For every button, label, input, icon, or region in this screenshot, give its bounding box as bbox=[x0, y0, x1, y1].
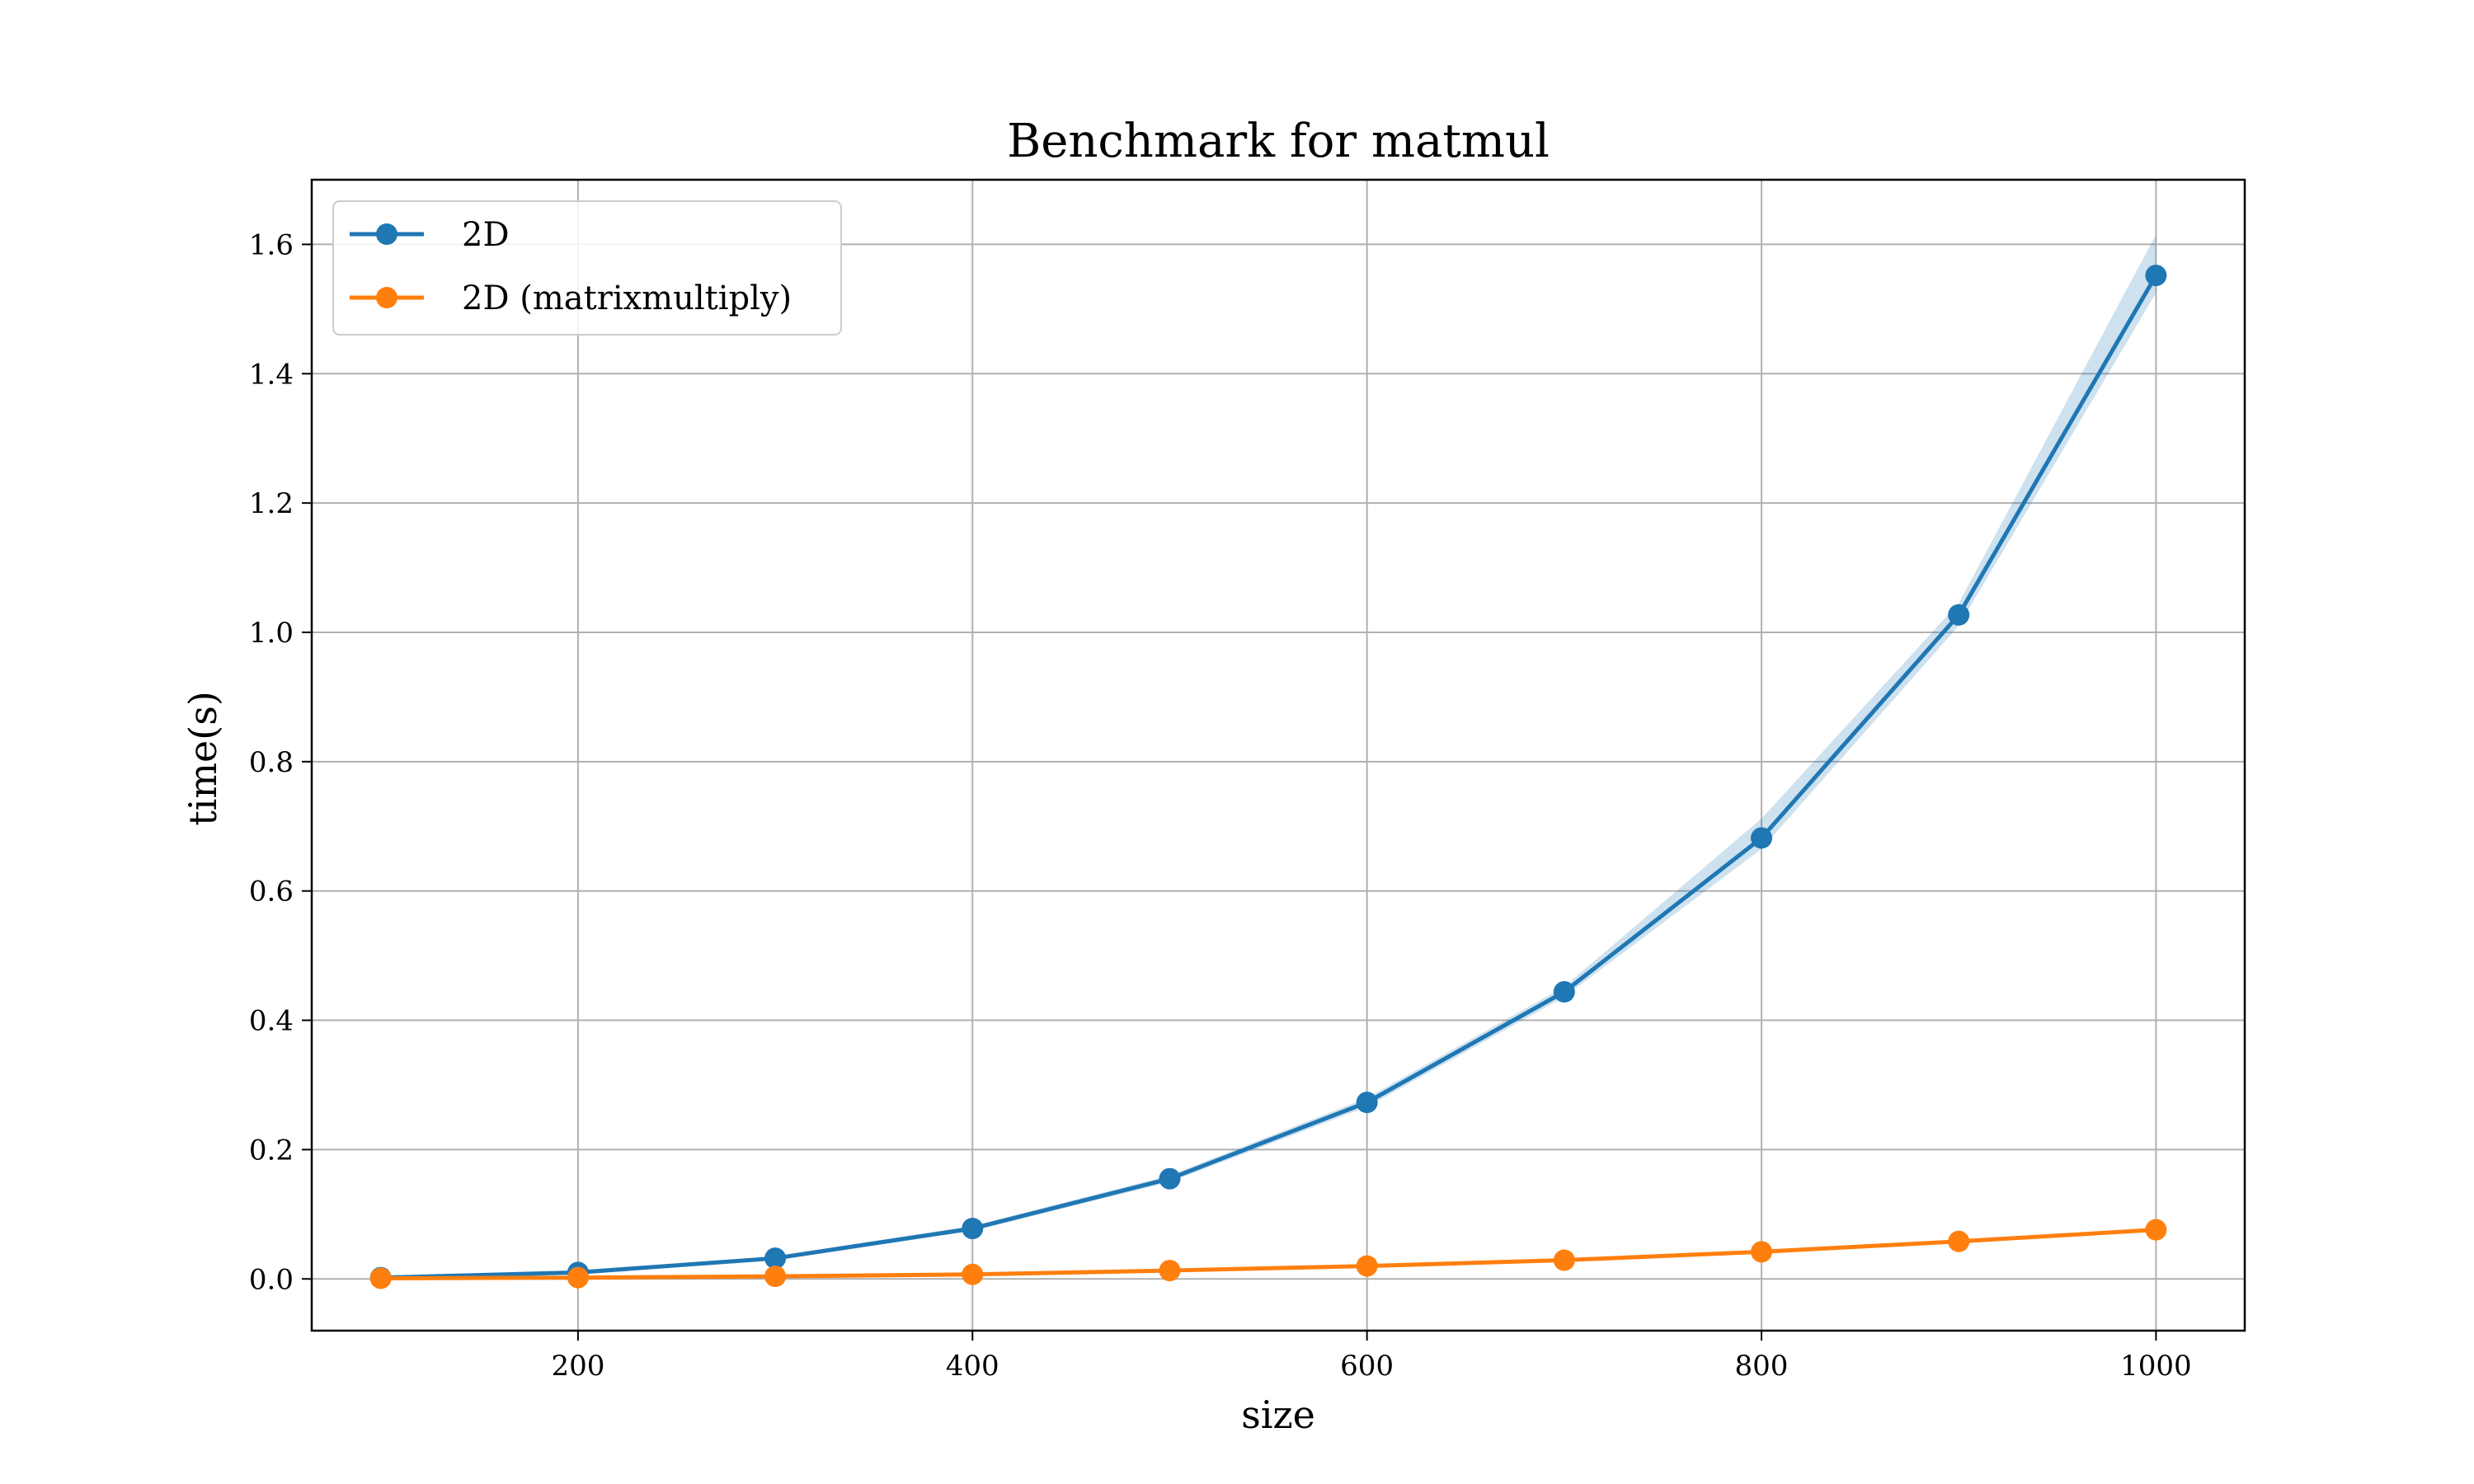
series-1-point bbox=[1356, 1255, 1378, 1277]
series-0-point bbox=[962, 1218, 984, 1240]
series-1-point bbox=[1948, 1230, 1970, 1252]
x-tick-label: 1000 bbox=[2120, 1350, 2192, 1383]
series-lines bbox=[369, 265, 2167, 1289]
series-1-point bbox=[1553, 1249, 1575, 1271]
series-0-point bbox=[1751, 827, 1772, 849]
x-tick-label: 800 bbox=[1735, 1350, 1789, 1383]
series-0-line bbox=[380, 274, 2158, 1280]
series-0 bbox=[369, 265, 2167, 1289]
y-tick-label: 0.8 bbox=[249, 746, 294, 779]
series-0-point bbox=[2145, 265, 2167, 287]
series-1 bbox=[369, 1219, 2167, 1289]
series-0-point bbox=[1356, 1092, 1378, 1114]
grid-lines bbox=[312, 180, 2245, 1331]
series-1-point bbox=[2145, 1219, 2167, 1241]
y-axis-label: time(s) bbox=[181, 691, 225, 826]
legend-box bbox=[332, 200, 842, 336]
legend-label: 2D bbox=[462, 216, 510, 254]
series-1-line bbox=[380, 1228, 2157, 1280]
legend-swatch-marker bbox=[376, 287, 397, 308]
y-tick-label: 0.4 bbox=[249, 1005, 294, 1038]
series-0-point bbox=[1553, 981, 1575, 1003]
chart-title: Benchmark for matmul bbox=[1007, 115, 1550, 168]
y-tick-label: 0.2 bbox=[249, 1134, 294, 1167]
x-tick-label: 200 bbox=[551, 1350, 604, 1383]
series-1-point bbox=[369, 1267, 392, 1289]
legend-label: 2D (matrixmultiply) bbox=[462, 279, 792, 317]
series-0-point bbox=[1948, 603, 1970, 626]
x-tick-label: 600 bbox=[1340, 1350, 1394, 1383]
y-tick-label: 1.6 bbox=[249, 228, 294, 261]
x-axis-label: size bbox=[1241, 1392, 1315, 1437]
y-tick-label: 0.0 bbox=[249, 1263, 294, 1296]
legend-swatch-marker bbox=[376, 223, 397, 245]
y-tick-label: 1.2 bbox=[249, 487, 294, 520]
y-tick-label: 1.0 bbox=[249, 617, 294, 650]
series-1-point bbox=[764, 1266, 787, 1288]
y-tick-label: 1.4 bbox=[249, 358, 294, 391]
axis-ticks: 200 400 600 800 1000 0.0 0.2 0.4 0.6 0.8 1.0 1.2 1.4… bbox=[249, 228, 2192, 1383]
series-1-point bbox=[1159, 1260, 1181, 1282]
x-tick-label: 400 bbox=[946, 1350, 999, 1383]
legend: 2D 2D (matrixmultiply) bbox=[332, 200, 842, 336]
plot-frame bbox=[310, 178, 2246, 1332]
series-0-point bbox=[1159, 1167, 1181, 1190]
series-1-point bbox=[1751, 1241, 1772, 1263]
series-0-point bbox=[764, 1247, 787, 1270]
series-1-point bbox=[567, 1266, 589, 1289]
series-1-point bbox=[962, 1263, 984, 1285]
y-tick-label: 0.6 bbox=[249, 876, 294, 909]
